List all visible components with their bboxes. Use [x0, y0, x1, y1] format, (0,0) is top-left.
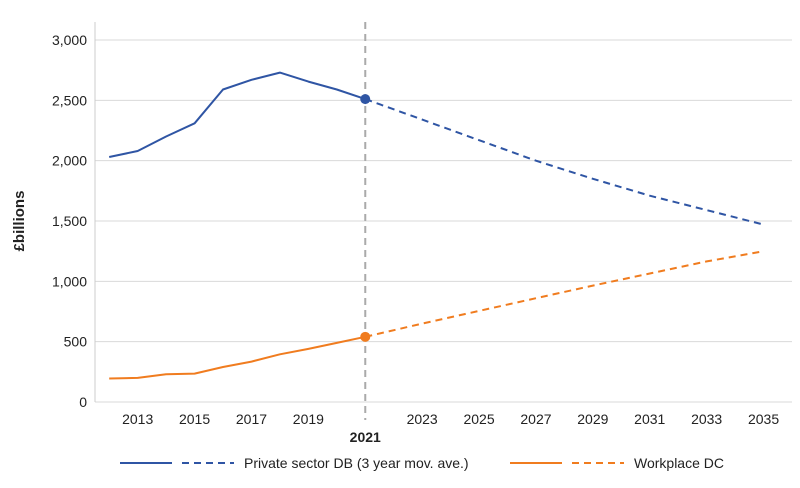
x-tick-label: 2023 — [407, 411, 438, 427]
y-tick-label: 1,000 — [52, 273, 87, 289]
x-tick-label: 2031 — [634, 411, 665, 427]
series-marker — [360, 94, 371, 105]
series-marker — [360, 331, 371, 342]
x-tick-label: 2017 — [236, 411, 267, 427]
x-tick-label: 2013 — [122, 411, 153, 427]
x-tick-label: 2029 — [577, 411, 608, 427]
legend-label: Private sector DB (3 year mov. ave.) — [244, 455, 469, 471]
y-axis-title: £billions — [11, 191, 28, 252]
y-tick-label: 1,500 — [52, 213, 87, 229]
legend: Private sector DB (3 year mov. ave.) Work… — [120, 455, 724, 471]
y-tick-label: 2,500 — [52, 92, 87, 108]
gridlines — [95, 39, 792, 403]
divider-label: 2021 — [350, 429, 381, 445]
y-tick-label: 2,000 — [52, 153, 87, 169]
series-historical-line — [108, 71, 366, 158]
y-tick-label: 0 — [79, 394, 87, 410]
series-projection-line — [365, 250, 764, 338]
x-tick-label: 2025 — [463, 411, 494, 427]
legend-label: Workplace DC — [634, 455, 724, 471]
y-tick-label: 3,000 — [52, 32, 87, 48]
series-historical-line — [109, 335, 366, 380]
x-tick-label: 2035 — [748, 411, 779, 427]
x-tick-label: 2027 — [520, 411, 551, 427]
x-tick-label: 2015 — [179, 411, 210, 427]
x-tick-label: 2033 — [691, 411, 722, 427]
series-lines — [108, 71, 764, 380]
y-tick-label: 500 — [64, 334, 88, 350]
x-tick-label: 2019 — [293, 411, 324, 427]
axes: 0 500 1,000 1,500 2,000 2,500 3,000 £billions 20… — [11, 22, 779, 445]
series-projection-line — [364, 98, 764, 226]
